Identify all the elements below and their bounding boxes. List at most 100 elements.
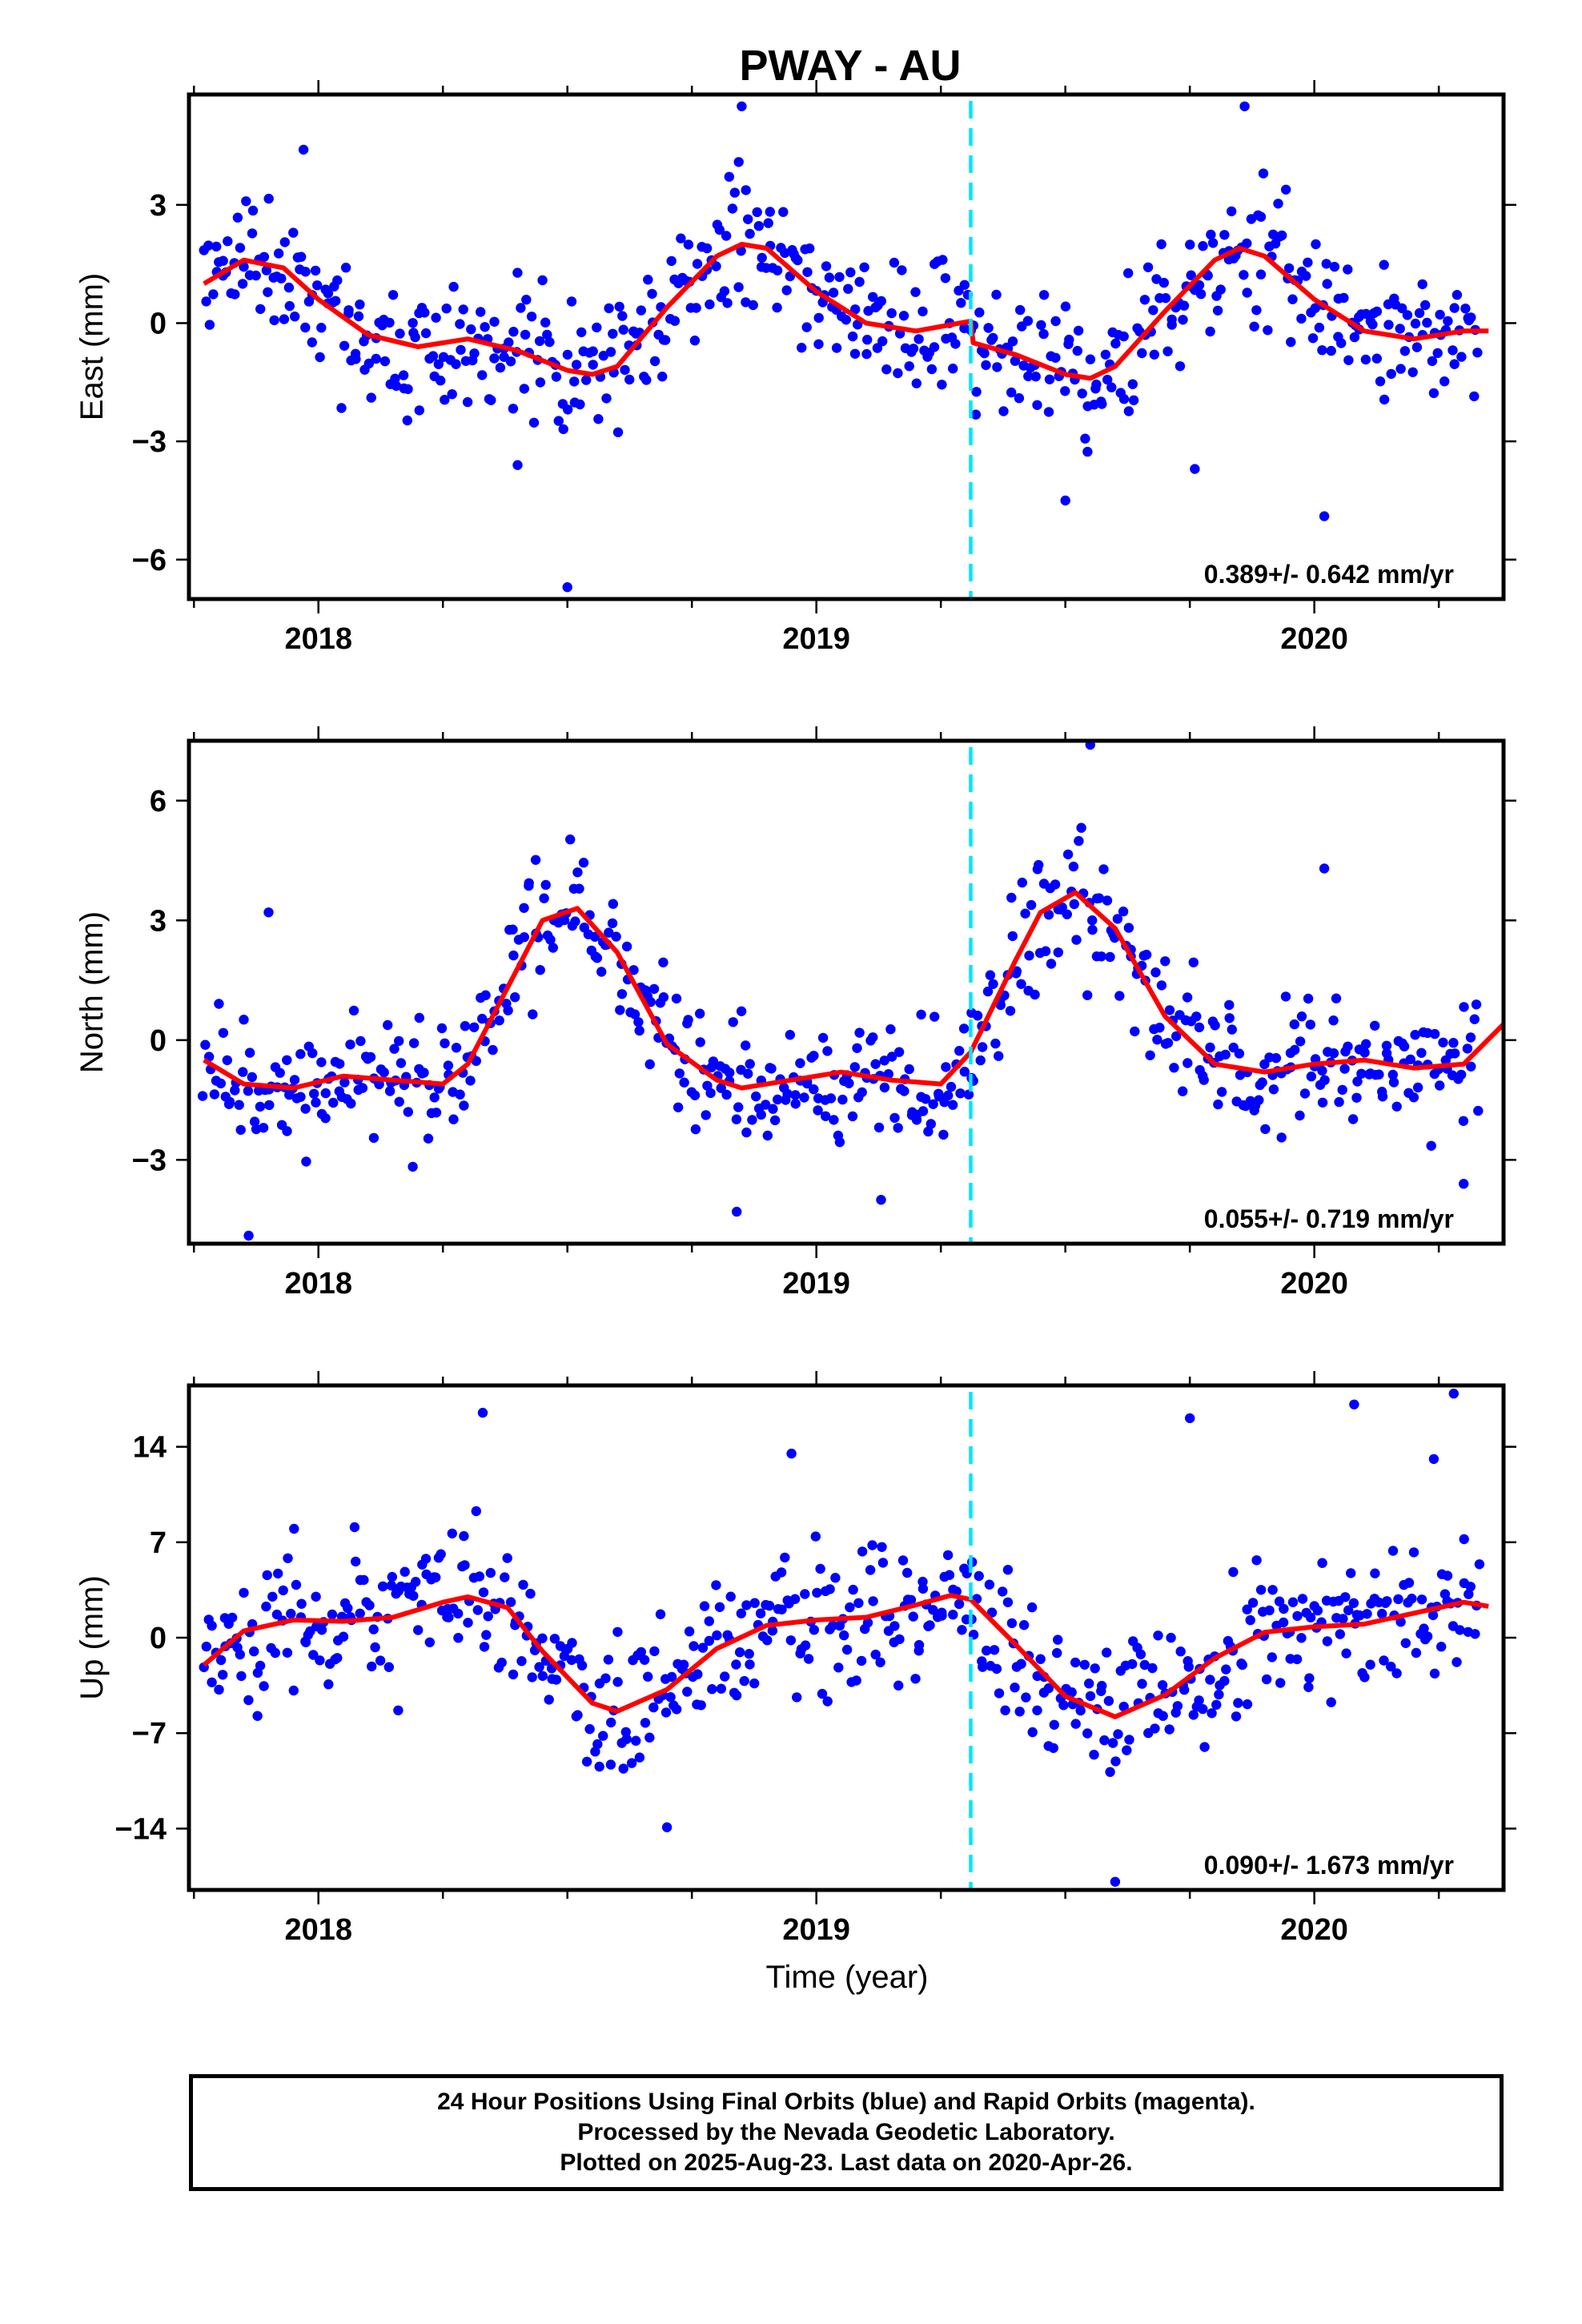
data-point: [959, 1067, 970, 1077]
data-point: [790, 1090, 801, 1100]
data-point: [288, 227, 299, 238]
data-point: [1346, 1568, 1356, 1578]
data-point: [1411, 342, 1423, 352]
data-point: [707, 1684, 717, 1695]
data-point: [1283, 263, 1295, 274]
data-point: [1040, 946, 1051, 956]
data-point: [592, 322, 602, 333]
data-point: [323, 1679, 334, 1690]
data-point: [259, 251, 270, 262]
data-point: [868, 1032, 878, 1043]
data-point: [420, 1554, 432, 1564]
data-point: [889, 257, 900, 268]
data-point: [1014, 1707, 1025, 1717]
data-point: [201, 1641, 211, 1652]
data-point: [1027, 1727, 1038, 1738]
panel-east: 2018 2019 2020 3 0 −3 −6 East (mm) 0.389+/- 0.64…: [74, 80, 1516, 656]
data-point: [1166, 320, 1177, 330]
data-point: [436, 1549, 446, 1559]
data-point: [584, 1723, 595, 1735]
data-point-outlier: [1239, 101, 1250, 111]
data-point: [237, 279, 248, 289]
data-point: [249, 1116, 260, 1127]
data-point: [1388, 1077, 1399, 1088]
data-point: [841, 315, 852, 325]
data-point: [1301, 271, 1311, 281]
data-point: [873, 1122, 885, 1133]
data-point: [512, 267, 523, 278]
data-point: [1249, 321, 1259, 332]
data-point: [375, 1655, 386, 1666]
data-point: [1073, 325, 1084, 336]
data-point: [1102, 895, 1113, 906]
data-point: [1274, 1596, 1285, 1606]
data-point: [1158, 277, 1170, 288]
data-point: [620, 364, 630, 376]
data-point-outlier: [876, 1195, 886, 1205]
data-point: [1239, 270, 1249, 280]
data-point: [1458, 1116, 1469, 1127]
data-point: [1271, 1053, 1282, 1063]
data-point: [1118, 1701, 1129, 1712]
data-point: [605, 1759, 616, 1770]
data-point: [753, 221, 764, 231]
data-point: [1459, 1534, 1469, 1545]
data-point: [243, 1695, 254, 1706]
data-point: [1210, 1020, 1220, 1031]
data-point: [867, 1540, 877, 1550]
data-point: [1006, 387, 1017, 398]
data-point: [711, 261, 721, 271]
data-point: [917, 1106, 929, 1116]
data-point: [1307, 333, 1319, 344]
data-point: [825, 1584, 835, 1594]
data-point: [480, 990, 491, 1000]
data-point: [1464, 1589, 1474, 1599]
data-point: [278, 1585, 288, 1596]
data-point: [528, 1009, 538, 1019]
data-point: [544, 1695, 554, 1705]
data-point: [243, 1086, 254, 1096]
data-point: [857, 1087, 867, 1098]
data-point: [845, 1602, 855, 1613]
data-point: [905, 1594, 917, 1606]
y-tick-label: −3: [132, 1144, 167, 1177]
data-point: [1064, 334, 1074, 345]
data-point: [411, 1577, 421, 1587]
data-point: [1422, 1631, 1433, 1642]
data-point: [721, 231, 732, 241]
data-point: [956, 298, 966, 308]
data-point: [508, 404, 519, 414]
data-point: [448, 281, 459, 292]
data-point: [733, 157, 744, 167]
data-point: [765, 207, 775, 217]
data-point-outlier: [1190, 464, 1200, 474]
data-point-outlier: [1110, 1876, 1121, 1887]
data-point: [207, 1620, 217, 1631]
data-point: [1032, 400, 1042, 410]
data-point: [364, 1600, 375, 1610]
data-point: [258, 1123, 269, 1133]
data-point: [431, 1572, 441, 1582]
data-point: [368, 1132, 379, 1144]
data-point: [270, 1647, 280, 1659]
data-point: [247, 205, 259, 216]
data-point: [575, 399, 585, 410]
data-point: [429, 1092, 440, 1103]
data-point: [1429, 1668, 1440, 1679]
data-point: [1420, 300, 1431, 311]
data-point: [815, 1563, 825, 1574]
data-point: [215, 1078, 226, 1089]
data-point: [1474, 1559, 1485, 1570]
data-point: [310, 265, 321, 276]
data-point: [714, 224, 725, 235]
data-point: [263, 287, 273, 297]
data-point: [1188, 957, 1199, 968]
data-point: [1096, 951, 1106, 962]
data-point: [1469, 1014, 1480, 1024]
data-point: [748, 300, 758, 311]
y-axis-label: North (mm): [74, 911, 110, 1073]
data-point: [790, 1099, 801, 1109]
data-point: [315, 352, 325, 363]
data-point: [821, 261, 832, 271]
data-point: [540, 317, 551, 328]
